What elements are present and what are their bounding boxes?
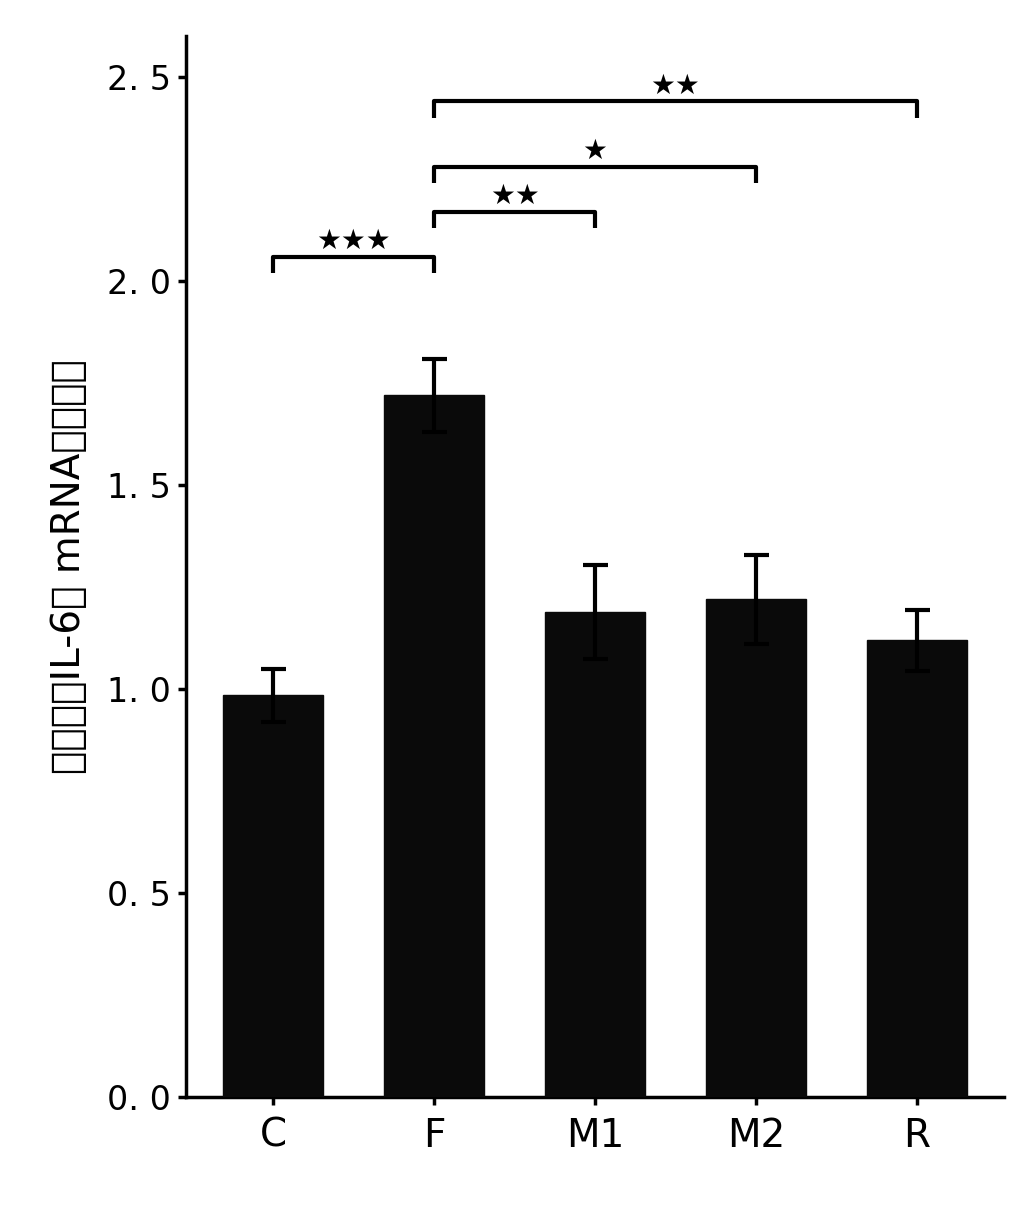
Bar xyxy=(224,696,323,1097)
Text: ★: ★ xyxy=(583,136,608,165)
Text: ★★★: ★★★ xyxy=(317,227,391,254)
Bar xyxy=(706,599,806,1097)
Y-axis label: 炎症因子IL-6的 mRNA表达水平: 炎症因子IL-6的 mRNA表达水平 xyxy=(50,359,88,774)
Bar xyxy=(384,396,484,1097)
Bar xyxy=(545,611,645,1097)
Text: ★★: ★★ xyxy=(490,182,539,210)
Text: ★★: ★★ xyxy=(651,71,701,99)
Bar xyxy=(867,640,967,1097)
